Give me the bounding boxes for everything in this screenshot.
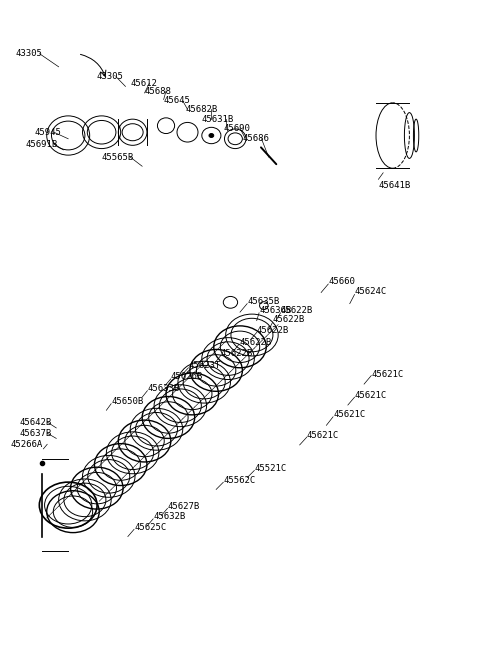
Text: 45650B: 45650B: [111, 397, 144, 406]
Text: 45635B: 45635B: [247, 296, 279, 306]
Text: 45621C: 45621C: [307, 430, 339, 440]
Text: 45688: 45688: [144, 87, 171, 95]
Text: 45645: 45645: [164, 97, 191, 105]
Text: 45945: 45945: [35, 127, 61, 137]
Text: 45636B: 45636B: [259, 306, 291, 315]
Text: 45621C: 45621C: [355, 391, 387, 399]
Text: 43305: 43305: [16, 49, 43, 58]
Text: 45633B: 45633B: [147, 384, 180, 393]
Text: 45565B: 45565B: [102, 152, 134, 162]
Text: 45626B: 45626B: [171, 373, 203, 382]
Text: 45624C: 45624C: [355, 287, 387, 296]
Text: 45612: 45612: [130, 79, 157, 87]
Text: 45623T: 45623T: [189, 361, 221, 371]
Text: 45622B: 45622B: [239, 338, 271, 347]
Text: 45631B: 45631B: [202, 115, 234, 124]
Text: 45690: 45690: [223, 124, 250, 133]
Text: 45622B: 45622B: [257, 326, 289, 335]
Text: 45627B: 45627B: [168, 502, 200, 511]
Text: 45621C: 45621C: [371, 370, 404, 379]
Text: 45686: 45686: [242, 134, 269, 143]
Text: 45632B: 45632B: [153, 512, 185, 522]
Text: 45641B: 45641B: [378, 181, 411, 191]
Ellipse shape: [209, 133, 214, 137]
Text: 45562C: 45562C: [223, 476, 255, 485]
Text: 45637B: 45637B: [20, 428, 52, 438]
Text: 45622B: 45622B: [273, 315, 305, 325]
Text: 43305: 43305: [97, 72, 124, 81]
Text: 45622B: 45622B: [221, 349, 253, 358]
Text: 45660: 45660: [328, 277, 355, 286]
Text: 45266A: 45266A: [11, 440, 43, 449]
Text: 45521C: 45521C: [254, 464, 287, 473]
Text: 45625C: 45625C: [134, 523, 166, 532]
Text: 45691B: 45691B: [25, 139, 58, 148]
Text: 45682B: 45682B: [185, 105, 217, 114]
Text: 45622B: 45622B: [281, 306, 313, 315]
Text: 45642B: 45642B: [20, 418, 52, 426]
Text: 45621C: 45621C: [333, 411, 365, 419]
